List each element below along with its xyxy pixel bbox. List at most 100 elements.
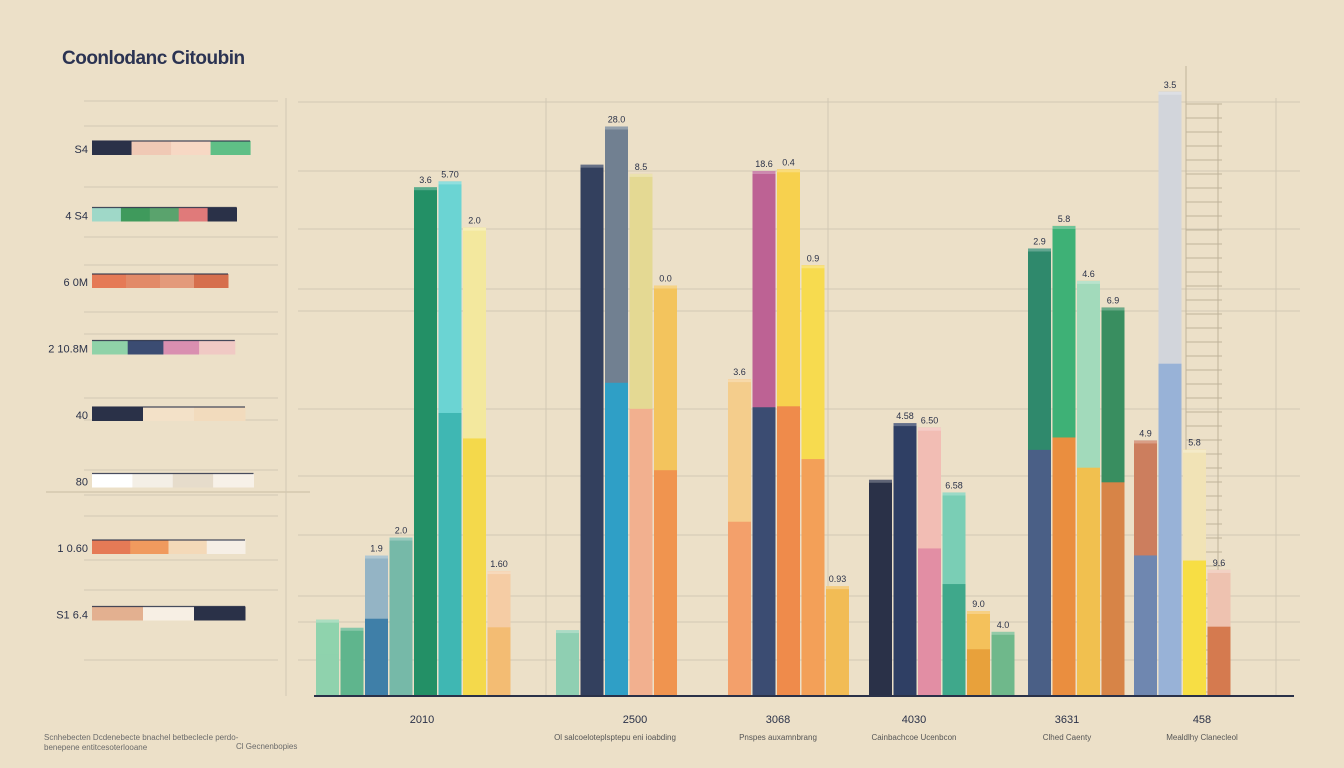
h-bar-0-seg-0: [92, 141, 133, 155]
bar-g5-b1-top: [1158, 91, 1182, 364]
bar-g0-b2-cap: [365, 555, 388, 559]
bar-g5-b3-cap: [1207, 569, 1231, 573]
h-tick-label-6: 1 0.60: [57, 543, 88, 555]
h-bar-7-seg-0: [92, 606, 144, 621]
data-label-9: 3.6: [733, 367, 746, 377]
h-bar-7-seg-1: [143, 606, 195, 621]
data-label-24: 3.5: [1164, 80, 1177, 90]
bar-g3-b3-cap: [942, 492, 966, 496]
category-sublabel-2: Pnspes auxamnbrang: [739, 733, 817, 742]
bar-g0-b5-cap: [438, 181, 462, 185]
bar-g1-b0: [556, 630, 579, 696]
footnote: Scnhebecten Dcdenebecte bnachel betbecle…: [44, 733, 244, 753]
data-label-5: 1.60: [490, 559, 508, 569]
category-label-5: 458: [1193, 714, 1211, 726]
h-bar-6-seg-3: [206, 540, 246, 554]
data-label-21: 4.6: [1082, 269, 1095, 279]
h-bar-1-seg-4: [207, 207, 237, 222]
h-tick-label-5: 80: [76, 477, 88, 489]
h-bar-0-seg-1: [131, 141, 172, 155]
category-sublabel-1: Ol salcoeloteplsptepu eni ioabding: [554, 733, 676, 742]
data-label-12: 0.9: [807, 253, 820, 263]
h-bar-1-seg-2: [149, 207, 180, 222]
bar-g5-b0-cap: [1134, 440, 1157, 444]
category-label-0: 2010: [410, 714, 434, 726]
bar-g1-b2-top: [605, 126, 628, 383]
bar-g1-b3-top: [629, 173, 653, 409]
h-tick-label-7: S1 6.4: [56, 610, 88, 622]
category-label-2: 3068: [766, 714, 790, 726]
bar-g2-b2-cap: [777, 169, 800, 173]
bar-g4-b1-cap: [1052, 225, 1076, 229]
data-label-6: 28.0: [608, 114, 626, 124]
bar-g3-b5-cap: [991, 631, 1015, 635]
bar-g2-b1-top: [752, 171, 776, 408]
h-bar-3-seg-1: [127, 340, 164, 355]
bar-g1-b2-cap: [605, 126, 628, 130]
h-bar-2-seg-2: [160, 274, 195, 288]
h-bar-5-seg-2: [172, 473, 214, 488]
h-bar-2-seg-0: [92, 274, 127, 288]
h-tick-label-0: S4: [75, 144, 88, 156]
bar-g5-b2-top: [1183, 449, 1206, 561]
footnote-line-1: Scnhebecten Dcdenebecte bnachel betbecle…: [44, 733, 239, 742]
h-bar-7-seg-2: [194, 606, 246, 621]
h-bar-0-seg-2: [171, 141, 212, 155]
h-bar-0-seg-3: [210, 141, 251, 155]
h-tick-label-4: 40: [76, 410, 88, 422]
h-bar-3-seg-0: [92, 340, 129, 355]
bar-g3-b2-top: [918, 427, 941, 549]
data-label-7: 8.5: [635, 162, 648, 172]
category-sublabel-3: Cainbachcoe Ucenbcon: [872, 733, 957, 742]
h-tick-label-2: 6 0M: [64, 277, 88, 289]
data-label-16: 6.58: [945, 480, 963, 490]
bar-g0-b7-top: [487, 571, 511, 628]
data-label-23: 4.9: [1139, 428, 1152, 438]
bar-g3-b1: [893, 423, 917, 696]
bar-g4-b0-cap: [1028, 248, 1051, 252]
data-label-13: 0.93: [829, 574, 847, 584]
category-sublabel-5: Mealdlhy Clanecleol: [1166, 733, 1238, 742]
category-label-1: 2500: [623, 714, 647, 726]
h-bar-3-seg-3: [199, 340, 236, 355]
bar-g1-b0-cap: [556, 630, 579, 634]
data-label-10: 18.6: [755, 159, 773, 169]
footnote-2: Cl Gecnenbopies: [236, 742, 298, 751]
bar-g2-b0-top: [728, 379, 751, 522]
data-label-15: 6.50: [921, 416, 939, 426]
data-label-4: 2.0: [468, 216, 481, 226]
data-label-22: 6.9: [1107, 295, 1120, 305]
h-bar-1-seg-0: [92, 207, 122, 222]
bar-g3-b4-cap: [967, 611, 990, 615]
bar-g1-b3-cap: [629, 173, 653, 177]
bar-g1-b1: [580, 164, 604, 697]
data-label-17: 9.0: [972, 599, 985, 609]
bar-g4-b0-top: [1028, 248, 1051, 450]
bar-g4-b3-top: [1101, 307, 1125, 483]
bar-g3-b3-top: [942, 492, 966, 585]
h-bar-2-seg-1: [126, 274, 161, 288]
bar-g0-b4: [414, 187, 437, 696]
bar-g3-b0: [869, 479, 892, 696]
data-label-3: 5.70: [441, 169, 459, 179]
bar-g3-b2-cap: [918, 427, 941, 431]
h-bar-2-seg-3: [194, 274, 229, 288]
category-label-4: 3631: [1055, 714, 1079, 726]
data-label-25: 5.8: [1188, 438, 1201, 448]
bar-g2-b4-cap: [826, 586, 849, 590]
h-bar-4-seg-2: [194, 407, 246, 421]
bar-g2-b2-top: [777, 169, 800, 407]
bar-g5-b2-cap: [1183, 449, 1206, 453]
bar-g4-b2-cap: [1077, 280, 1100, 284]
bar-g5-b0-top: [1134, 440, 1157, 556]
bar-g0-b6-cap: [463, 227, 486, 231]
h-bar-1-seg-1: [120, 207, 151, 222]
data-label-1: 2.0: [395, 526, 408, 536]
data-label-26: 9.6: [1213, 558, 1226, 568]
category-sublabel-4: Clhed Caenty: [1043, 733, 1091, 742]
bar-g3-b1-cap: [893, 423, 917, 427]
bar-g1-b1-cap: [580, 164, 604, 168]
chart-title: Coonlodanc Citoubin: [62, 48, 245, 69]
bar-g3-b5: [991, 631, 1015, 696]
